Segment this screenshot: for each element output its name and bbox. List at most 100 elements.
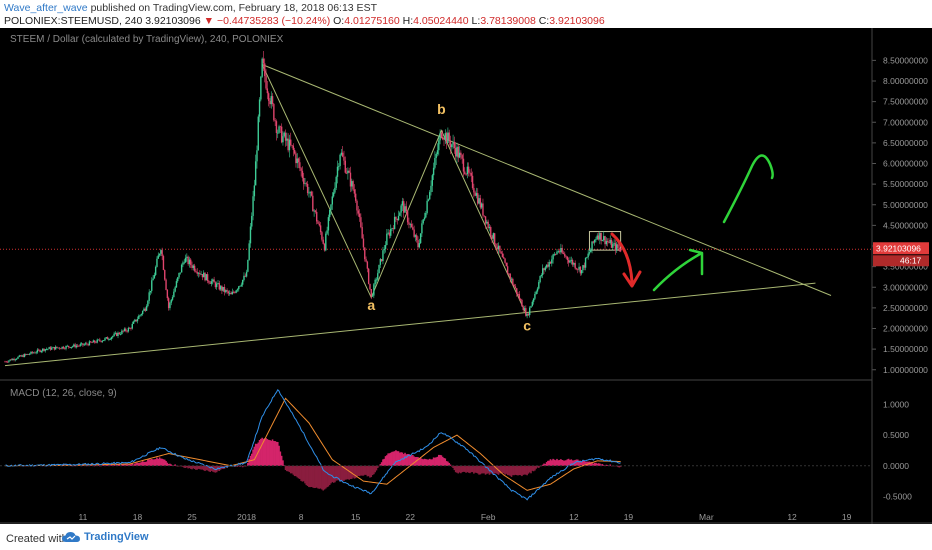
candle-body (19, 355, 22, 357)
macd-histogram-bar (158, 457, 161, 466)
candle-body (122, 330, 124, 332)
candle-body (584, 257, 587, 268)
candle-body (278, 126, 280, 133)
macd-histogram-bar (548, 460, 550, 466)
candle-body (28, 353, 31, 355)
candle-body (419, 233, 422, 244)
price-tick-label: 5.00000000 (883, 200, 928, 210)
candle-body (457, 146, 459, 158)
candle-body (58, 347, 61, 349)
macd-histogram-bar (341, 465, 344, 481)
candle-body (208, 281, 210, 283)
candle-body (326, 230, 328, 234)
macd-histogram-bar (261, 437, 263, 466)
candle-body (301, 170, 304, 178)
macd-histogram-bar (591, 461, 593, 466)
close-label: C: (538, 15, 550, 27)
macd-histogram-bar (247, 462, 249, 466)
macd-histogram-bar (239, 465, 241, 467)
candle-body (190, 259, 192, 265)
candle-body (429, 192, 431, 200)
time-tick-label: 15 (351, 512, 361, 522)
macd-histogram-bar (538, 465, 540, 468)
candle-body (167, 298, 170, 309)
macd-histogram-bar (273, 441, 275, 466)
candle-body (25, 354, 27, 355)
candle-body (322, 239, 324, 244)
candle-body (200, 274, 202, 275)
candle-body (574, 263, 576, 269)
candle-body (12, 358, 14, 361)
macd-histogram-bar (258, 439, 261, 466)
macd-histogram-bar (243, 465, 245, 467)
candle-body (466, 166, 469, 175)
candle-body (112, 335, 114, 338)
candle-body (567, 260, 570, 263)
macd-histogram-bar (484, 465, 487, 475)
macd-histogram-bar (417, 457, 419, 466)
macd-histogram-bar (444, 458, 447, 466)
price-tick-label: 2.50000000 (883, 303, 928, 313)
last-price-badge (873, 242, 929, 255)
chart-svg[interactable]: a b c 8.50000000 8.00000000 7.50000000 7.0000… (0, 28, 932, 524)
candle-body (253, 185, 256, 197)
candle-body (158, 253, 161, 256)
candle-body (188, 259, 191, 265)
last-price: 3.92103096 (145, 15, 201, 27)
candle-body (314, 210, 317, 212)
candle-body (354, 193, 357, 201)
countdown-label: 46:17 (900, 255, 922, 265)
macd-histogram-bar (434, 457, 436, 466)
candle-body (401, 201, 404, 206)
candle-body (412, 227, 414, 230)
candle-body (591, 241, 593, 250)
macd-histogram-bar (506, 465, 509, 476)
candle-body (441, 137, 444, 140)
candle-body (265, 76, 267, 89)
macd-histogram-bar (245, 465, 248, 467)
macd-histogram-bar (127, 464, 130, 466)
candle-body (170, 299, 172, 303)
tradingview-brand[interactable]: TradingView (62, 531, 149, 543)
candle-body (256, 150, 258, 162)
candle-body (435, 154, 437, 159)
candle-body (254, 161, 257, 186)
macd-histogram-bar (153, 459, 156, 466)
macd-histogram-bar (182, 465, 184, 467)
macd-histogram-bar (292, 465, 295, 475)
macd-histogram-bar (278, 445, 280, 466)
candle-body (566, 256, 569, 261)
macd-histogram-bar (130, 464, 132, 466)
candle-body (375, 279, 378, 281)
macd-histogram-bar (149, 459, 152, 466)
candle-body (439, 132, 441, 141)
candle-body (114, 332, 117, 334)
macd-histogram-bar (482, 465, 484, 474)
macd-histogram-bar (196, 465, 199, 470)
candle-body (241, 279, 244, 285)
macd-histogram-bar (263, 438, 266, 466)
chart-area[interactable]: a b c 8.50000000 8.00000000 7.50000000 7.0000… (0, 28, 932, 524)
time-tick-label: 19 (624, 512, 634, 522)
macd-histogram-bar (374, 465, 376, 473)
macd-histogram-bar (445, 461, 448, 466)
macd-histogram-bar (457, 465, 460, 474)
candle-body (69, 347, 71, 348)
macd-title: MACD (12, 26, close, 9) (10, 388, 117, 399)
macd-histogram-bar (299, 465, 301, 479)
wave-label-a: a (367, 297, 375, 313)
author-link[interactable]: Wave_after_wave (4, 2, 88, 14)
macd-histogram-bar (560, 459, 562, 466)
candle-body (378, 264, 380, 274)
candle-body (15, 358, 18, 360)
macd-histogram-bar (527, 465, 530, 474)
candle-body (104, 338, 106, 341)
candle-body (308, 192, 310, 194)
macd-histogram-bar (492, 465, 495, 475)
candle-body (10, 359, 13, 361)
macd-histogram-bar (117, 464, 119, 466)
candle-body (612, 244, 614, 248)
candle-body (534, 293, 536, 299)
candle-body (608, 241, 610, 243)
macd-histogram-bar (354, 465, 357, 479)
